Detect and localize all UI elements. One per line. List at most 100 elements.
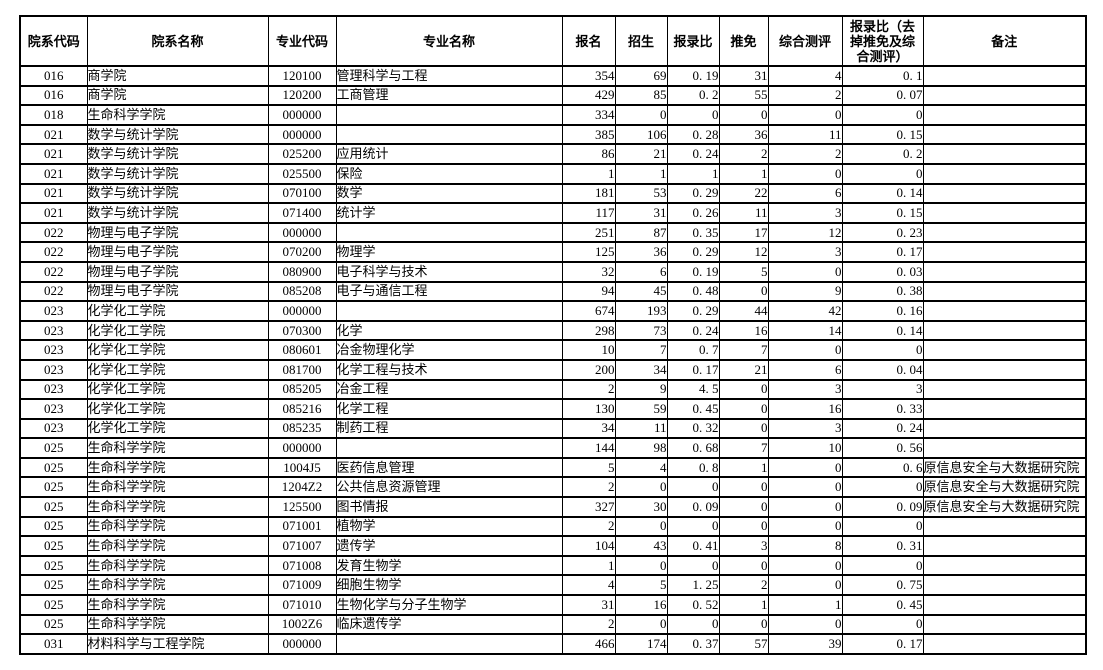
table-row: 023 化学化工学院 085235 制药工程 34 11 0. 32 0 3 0. 24 <box>19 417 1087 440</box>
cell-exempt: 0 <box>718 280 769 303</box>
cell-ratio: 0. 09 <box>666 496 720 518</box>
cell-adjusted-ratio: 0. 15 <box>841 123 924 146</box>
table-row: 022 物理与电子学院 080900 电子科学与技术 32 6 0. 19 5 0 0. 03 <box>19 260 1087 283</box>
cell-applicants: 1 <box>561 162 616 185</box>
cell-enrolled: 45 <box>614 280 668 303</box>
cell-ratio: 0 <box>666 515 720 538</box>
cell-remark <box>922 182 1087 205</box>
cell-adjusted-ratio: 0. 14 <box>841 319 924 342</box>
cell-major-code: 085216 <box>267 398 337 420</box>
cell-remark <box>922 437 1087 459</box>
column-header-remark: 备注 <box>922 15 1087 67</box>
column-header-ratio: 报录比 <box>666 15 720 67</box>
cell-major-code: 1004J5 <box>267 456 337 479</box>
cell-comprehensive-eval: 0 <box>767 162 843 185</box>
cell-major-code: 000000 <box>267 633 337 655</box>
cell-major-name: 化学工程与技术 <box>335 358 563 381</box>
cell-remark <box>922 260 1087 283</box>
table-row: 025 生命科学学院 1002Z6 临床遗传学 2 0 0 0 0 0 <box>19 613 1087 636</box>
cell-comprehensive-eval: 39 <box>767 633 843 655</box>
cell-major-code: 120100 <box>267 65 337 87</box>
column-header-enrolled: 招生 <box>614 15 668 67</box>
cell-adjusted-ratio: 0. 33 <box>841 398 924 420</box>
cell-applicants: 104 <box>561 535 616 557</box>
cell-adjusted-ratio: 0. 6 <box>841 456 924 479</box>
table-row: 023 化学化工学院 085216 化学工程 130 59 0. 45 0 16 0. 33 <box>19 398 1087 420</box>
cell-major-code: 071009 <box>267 574 337 597</box>
cell-comprehensive-eval: 14 <box>767 319 843 342</box>
cell-exempt: 0 <box>718 417 769 440</box>
cell-adjusted-ratio: 0 <box>841 339 924 361</box>
cell-adjusted-ratio: 0. 07 <box>841 84 924 107</box>
cell-exempt: 0 <box>718 496 769 518</box>
cell-dept-code: 025 <box>19 574 88 597</box>
cell-ratio: 0. 68 <box>666 437 720 459</box>
cell-dept-code: 021 <box>19 162 88 185</box>
cell-exempt: 3 <box>718 535 769 557</box>
cell-enrolled: 98 <box>614 437 668 459</box>
cell-exempt: 7 <box>718 339 769 361</box>
cell-major-code: 120200 <box>267 84 337 107</box>
cell-enrolled: 59 <box>614 398 668 420</box>
cell-dept-code: 025 <box>19 476 88 499</box>
cell-dept-code: 025 <box>19 554 88 577</box>
cell-remark <box>922 162 1087 185</box>
cell-comprehensive-eval: 1 <box>767 594 843 616</box>
cell-enrolled: 0 <box>614 554 668 577</box>
cell-major-name: 冶金物理化学 <box>335 339 563 361</box>
cell-adjusted-ratio: 0 <box>841 515 924 538</box>
cell-remark <box>922 319 1087 342</box>
cell-major-code: 071007 <box>267 535 337 557</box>
cell-major-code: 000000 <box>267 123 337 146</box>
cell-exempt: 55 <box>718 84 769 107</box>
column-header-exempt: 推免 <box>718 15 769 67</box>
cell-exempt: 0 <box>718 104 769 126</box>
cell-enrolled: 1 <box>614 162 668 185</box>
cell-adjusted-ratio: 0. 45 <box>841 594 924 616</box>
cell-enrolled: 6 <box>614 260 668 283</box>
cell-major-name: 冶金工程 <box>335 378 563 401</box>
table-row: 018 生命科学学院 000000 334 0 0 0 0 0 <box>19 104 1087 126</box>
cell-adjusted-ratio: 0. 16 <box>841 300 924 322</box>
table-row: 023 化学化工学院 081700 化学工程与技术 200 34 0. 17 21 6 0. 04 <box>19 358 1087 381</box>
cell-dept-code: 023 <box>19 339 88 361</box>
column-header-major-name: 专业名称 <box>335 15 563 67</box>
cell-comprehensive-eval: 9 <box>767 280 843 303</box>
cell-exempt: 1 <box>718 162 769 185</box>
cell-major-name: 统计学 <box>335 202 563 224</box>
cell-ratio: 0. 26 <box>666 202 720 224</box>
cell-ratio: 0 <box>666 104 720 126</box>
cell-dept-name: 物理与电子学院 <box>86 280 269 303</box>
cell-comprehensive-eval: 6 <box>767 358 843 381</box>
cell-exempt: 7 <box>718 437 769 459</box>
cell-adjusted-ratio: 0. 2 <box>841 143 924 165</box>
cell-exempt: 11 <box>718 202 769 224</box>
cell-ratio: 0. 8 <box>666 456 720 479</box>
cell-dept-name: 材料科学与工程学院 <box>86 633 269 655</box>
cell-enrolled: 73 <box>614 319 668 342</box>
cell-enrolled: 174 <box>614 633 668 655</box>
cell-dept-code: 025 <box>19 515 88 538</box>
cell-major-code: 125500 <box>267 496 337 518</box>
cell-major-code: 070100 <box>267 182 337 205</box>
cell-comprehensive-eval: 2 <box>767 84 843 107</box>
cell-major-name: 应用统计 <box>335 143 563 165</box>
cell-major-code: 1002Z6 <box>267 613 337 636</box>
cell-ratio: 1 <box>666 162 720 185</box>
cell-exempt: 5 <box>718 260 769 283</box>
cell-adjusted-ratio: 3 <box>841 378 924 401</box>
cell-major-code: 071001 <box>267 515 337 538</box>
cell-enrolled: 53 <box>614 182 668 205</box>
cell-adjusted-ratio: 0. 17 <box>841 241 924 263</box>
cell-dept-code: 021 <box>19 202 88 224</box>
cell-applicants: 31 <box>561 594 616 616</box>
cell-dept-name: 物理与电子学院 <box>86 260 269 283</box>
cell-dept-name: 生命科学学院 <box>86 437 269 459</box>
cell-exempt: 36 <box>718 123 769 146</box>
cell-applicants: 298 <box>561 319 616 342</box>
cell-major-name <box>335 221 563 244</box>
table-row: 023 化学化工学院 070300 化学 298 73 0. 24 16 14 0. 14 <box>19 319 1087 342</box>
cell-remark <box>922 280 1087 303</box>
cell-adjusted-ratio: 0 <box>841 554 924 577</box>
